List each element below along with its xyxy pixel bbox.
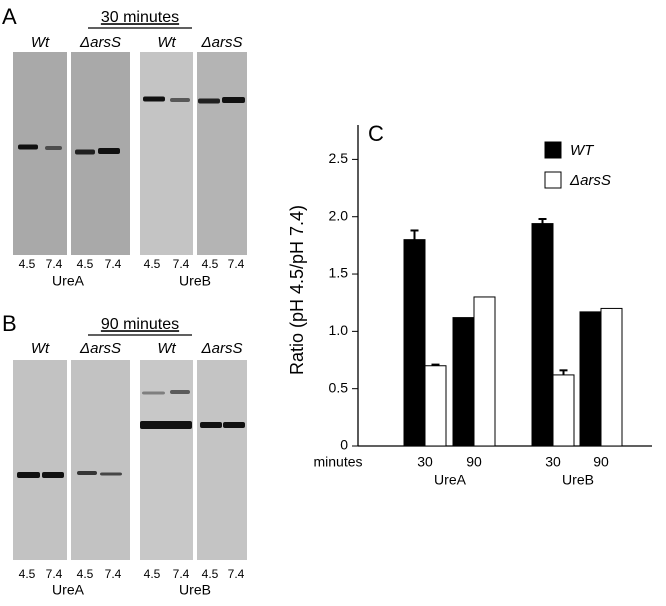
blot <box>13 52 67 255</box>
ph-label: 4.5 <box>144 257 161 271</box>
x-tick-label: 30 <box>417 454 433 470</box>
blot <box>197 52 247 255</box>
band <box>200 422 222 428</box>
strain-label: Wt <box>31 34 50 51</box>
blot <box>71 360 130 560</box>
strain-label: ΔarsS <box>201 34 243 51</box>
band <box>198 98 220 104</box>
ph-label: 4.5 <box>202 567 219 581</box>
y-tick-label: 1.0 <box>329 322 349 338</box>
group-label: UreA <box>434 472 467 488</box>
bar <box>552 374 575 447</box>
protein-label: UreA <box>52 273 85 289</box>
ph-label: 7.4 <box>46 257 63 271</box>
legend-label: ΔarsS <box>569 172 611 189</box>
ph-label: 7.4 <box>228 567 245 581</box>
ph-label: 4.5 <box>19 567 36 581</box>
band <box>223 422 245 428</box>
band <box>42 472 64 478</box>
y-tick-label: 2.0 <box>329 207 349 223</box>
band <box>170 98 190 102</box>
legend-label: WT <box>570 142 595 159</box>
band <box>100 472 122 476</box>
ph-label: 7.4 <box>228 257 245 271</box>
group-label: UreB <box>562 472 594 488</box>
protein-label: UreA <box>52 582 85 598</box>
bar <box>452 317 475 447</box>
ph-label: 4.5 <box>77 257 94 271</box>
band <box>17 472 40 478</box>
strain-label: ΔarsS <box>201 340 243 357</box>
band <box>170 390 190 394</box>
y-tick-label: 1.5 <box>329 265 349 281</box>
bar <box>424 365 447 447</box>
ph-label: 7.4 <box>105 567 122 581</box>
band <box>143 96 165 102</box>
x-tick-label: 90 <box>466 454 482 470</box>
y-tick-label: 0 <box>340 437 348 453</box>
y-tick-label: 2.5 <box>329 150 349 166</box>
panel-title: 30 minutes <box>101 9 179 26</box>
panel-title: 90 minutes <box>101 316 179 333</box>
strain-label: Wt <box>31 340 50 357</box>
blot <box>197 360 247 560</box>
band <box>45 146 62 150</box>
strain-label: Wt <box>157 340 176 357</box>
x-tick-label: 90 <box>593 454 609 470</box>
strain-label: ΔarsS <box>79 34 121 51</box>
band <box>75 149 95 155</box>
bar <box>531 223 554 447</box>
protein-label: UreB <box>179 273 211 289</box>
panel-label: A <box>2 4 17 29</box>
bar <box>473 296 496 447</box>
panel-label: C <box>368 121 384 146</box>
ph-label: 7.4 <box>173 567 190 581</box>
y-axis-label: Ratio (pH 4.5/pH 7.4) <box>287 205 307 375</box>
bar <box>579 311 602 447</box>
legend-swatch <box>544 171 562 189</box>
band <box>142 391 165 395</box>
ph-label: 4.5 <box>77 567 94 581</box>
bar <box>403 239 426 447</box>
x-axis-label: minutes <box>313 454 362 470</box>
x-tick-label: 30 <box>545 454 561 470</box>
ph-label: 4.5 <box>144 567 161 581</box>
protein-label: UreB <box>179 582 211 598</box>
ph-label: 4.5 <box>202 257 219 271</box>
band <box>18 144 38 150</box>
band <box>140 421 192 429</box>
strain-label: Wt <box>157 34 176 51</box>
strain-label: ΔarsS <box>79 340 121 357</box>
blot <box>13 360 67 560</box>
ph-label: 7.4 <box>105 257 122 271</box>
ph-label: 7.4 <box>173 257 190 271</box>
band <box>98 148 120 154</box>
y-tick-label: 0.5 <box>329 379 349 395</box>
ph-label: 4.5 <box>19 257 36 271</box>
ph-label: 7.4 <box>46 567 63 581</box>
legend-swatch <box>544 141 562 159</box>
band <box>77 471 97 475</box>
panel-label: B <box>2 311 17 336</box>
blot <box>140 52 193 255</box>
bar <box>600 307 623 447</box>
band <box>222 97 245 103</box>
